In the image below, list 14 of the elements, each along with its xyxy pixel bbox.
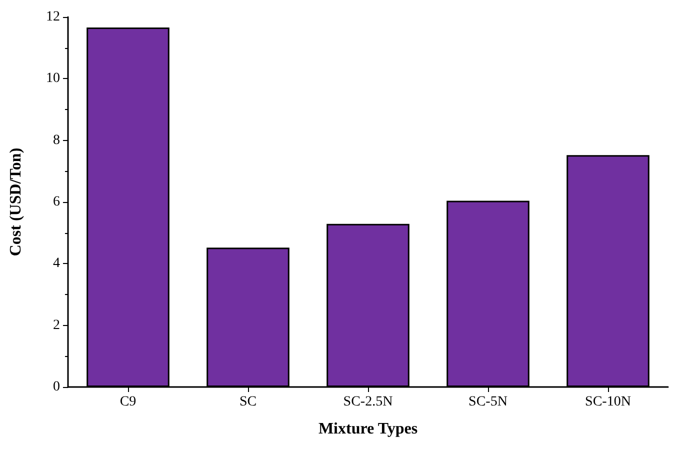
x-tick-label: SC [239, 394, 257, 410]
y-tick-label: 4 [53, 256, 60, 272]
x-tick-label: SC-5N [468, 394, 508, 410]
y-tick-label: 10 [46, 71, 60, 86]
x-axis-title: Mixture Types [318, 420, 418, 438]
y-tick-label: 8 [53, 132, 60, 148]
x-tick-label: C9 [120, 394, 136, 410]
y-tick-label: 2 [53, 318, 60, 333]
x-tick-label: SC-10N [585, 394, 631, 410]
y-tick-label: 12 [46, 10, 60, 24]
x-tick-label: SC-2.5N [343, 394, 393, 410]
y-tick-label: 0 [53, 380, 60, 394]
y-tick-label: 6 [53, 194, 60, 210]
y-axis-title: Cost (USD/Ton) [8, 148, 24, 256]
